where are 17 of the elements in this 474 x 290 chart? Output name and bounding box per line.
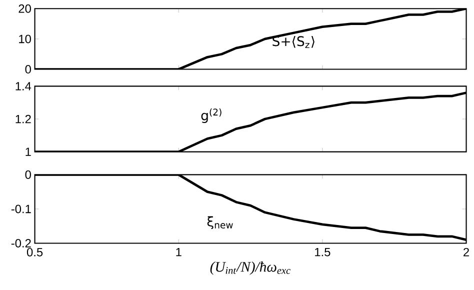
x-axis-title: (U$_{int}$/N)/ħω$_{exc}$ [210,262,290,275]
y-tick-label: 1 [26,148,31,156]
x-tick-label: 1 [176,248,182,256]
y-tick-label: 10 [19,34,31,44]
x-tick-label: 1.5 [315,248,330,256]
annotation: ξ$_{new}$ [207,216,233,230]
line-series [34,174,466,242]
annotation: g$^{(2)}$ [201,108,222,124]
y-tick-label: 1.2 [16,114,31,124]
y-tick-label: 20 [18,4,31,13]
y-tick-label: 0 [25,170,31,179]
y-tick-label: 1.4 [16,82,32,90]
x-tick-label: 2 [464,248,469,256]
y-tick-label: -0.1 [11,204,31,214]
y-tick-label: -0.2 [11,239,31,248]
y-tick-label: 0 [25,65,31,74]
x-tick-label: 0.5 [26,248,43,256]
